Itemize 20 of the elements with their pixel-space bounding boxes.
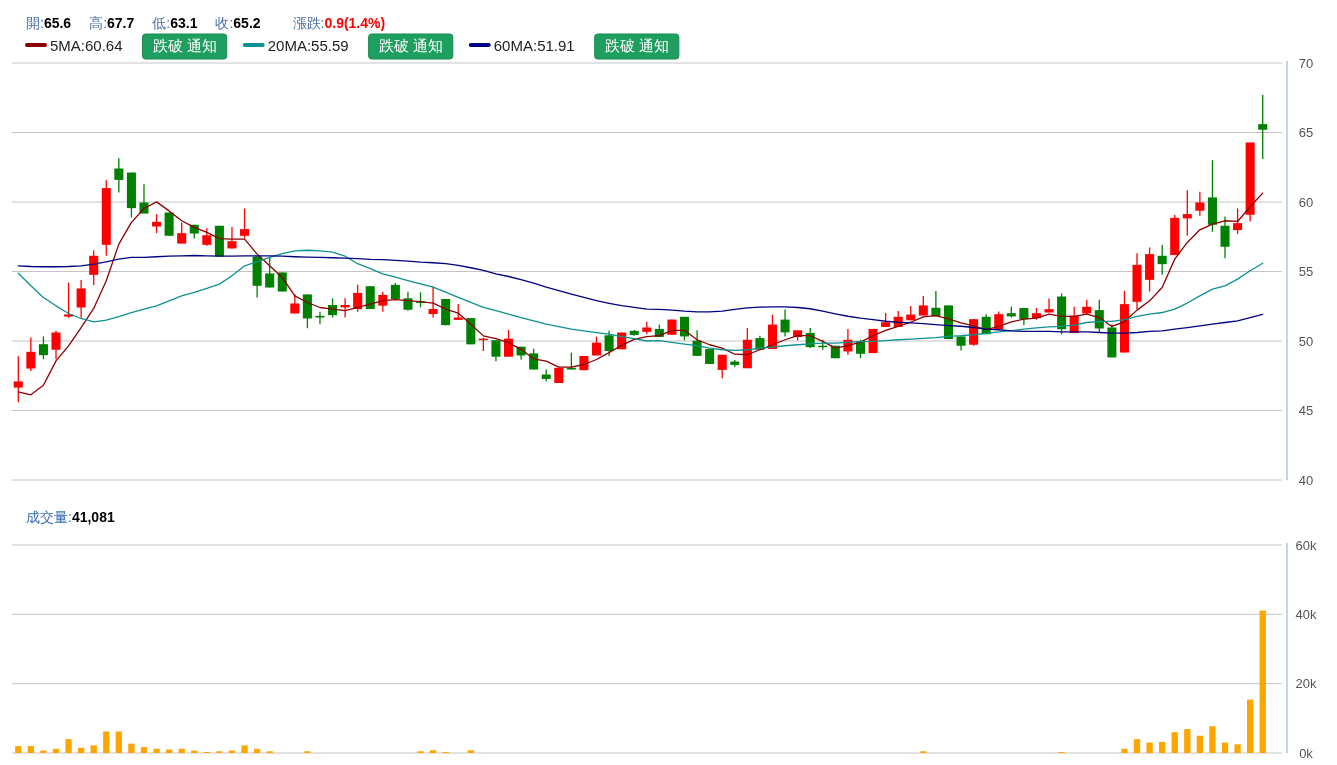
legend-label: 5MA:60.64	[50, 37, 123, 54]
y-tick-label: 55	[1298, 264, 1314, 279]
text: 高:67.7	[89, 15, 135, 31]
legend-label: 60MA:51.91	[493, 37, 575, 54]
y-tick-label: 50	[1298, 333, 1314, 349]
y-tick-label: 40k	[1295, 606, 1317, 622]
legend-label: 20MA:55.59	[267, 37, 349, 54]
y-tick-label: 65	[1298, 125, 1314, 140]
text: 低:63.1	[152, 15, 198, 31]
y-tick-label: 40	[1298, 472, 1314, 488]
text: 收:65.2	[215, 15, 261, 31]
y-tick-label: 0k	[1299, 745, 1314, 761]
y-tick-label: 20k	[1295, 676, 1317, 692]
text: 漲跌:0.9(1.4%)	[292, 15, 386, 31]
y-tick-label: 70	[1298, 55, 1314, 71]
y-tick-label: 60k	[1295, 537, 1317, 553]
chart-title: 成交量:41,081	[26, 509, 115, 525]
y-tick-label: 60	[1298, 194, 1314, 210]
text: 開:65.6	[26, 15, 72, 31]
y-tick-label: 45	[1298, 403, 1314, 418]
